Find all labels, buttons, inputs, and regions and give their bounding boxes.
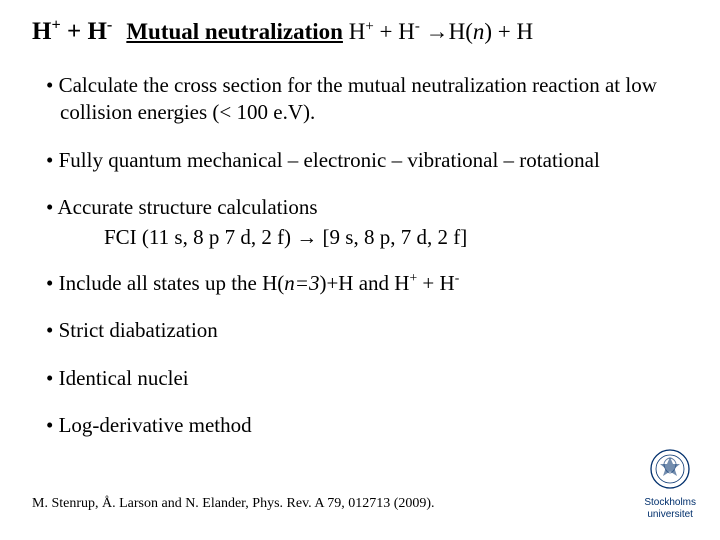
logo-seal-icon — [649, 448, 691, 490]
bullet-list: Calculate the cross section for the mutu… — [32, 72, 688, 439]
bullet-item: Calculate the cross section for the mutu… — [46, 72, 688, 127]
bullet-subline: FCI (11 s, 8 p 7 d, 2 f) → [9 s, 8 p, 7 … — [46, 225, 688, 250]
title-text: Mutual neutralization H+ + H- →H(n) + H — [126, 19, 533, 45]
logo-text-1: Stockholms — [644, 497, 696, 509]
title-rest: H+ + H- →H(n) + H — [343, 19, 533, 44]
title-underline: Mutual neutralization — [126, 19, 343, 44]
logo-text-2: universitet — [644, 509, 696, 521]
bullet-item: Fully quantum mechanical – electronic – … — [46, 147, 688, 174]
bullet-item: Accurate structure calculations — [46, 194, 688, 221]
bullet-item: Log-derivative method — [46, 412, 688, 439]
title-row: H+ + H- Mutual neutralization H+ + H- →H… — [32, 18, 688, 46]
title-formula-left: H+ + H- — [32, 18, 112, 46]
bullet-item: Strict diabatization — [46, 317, 688, 344]
citation: M. Stenrup, Å. Larson and N. Elander, Ph… — [32, 496, 435, 512]
bullet-item: Include all states up the H(n=3)+H and H… — [46, 270, 688, 297]
university-logo: Stockholms universitet — [644, 448, 696, 520]
bullet-item: Identical nuclei — [46, 365, 688, 392]
